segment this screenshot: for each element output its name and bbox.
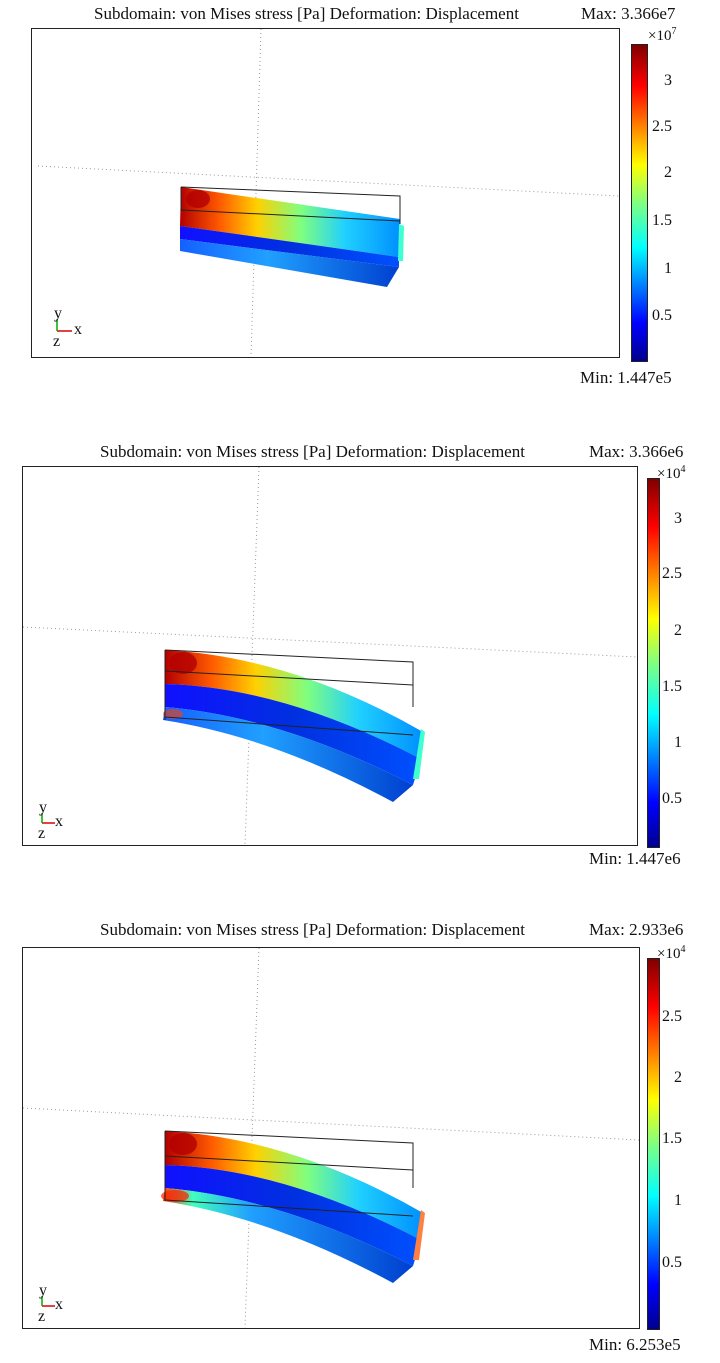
- axis-label-z: z: [53, 333, 61, 350]
- deformed-beam: [180, 187, 404, 287]
- min-value: Min: 6.253e5: [589, 1335, 681, 1354]
- undeformed-outline: [180, 186, 401, 224]
- colorbar-tick: 1: [674, 1192, 682, 1209]
- plot-area[interactable]: y x z: [31, 28, 620, 358]
- max-value: Max: 3.366e7: [581, 4, 676, 23]
- colorbar-tick: 2.5: [652, 118, 672, 135]
- beam-plot: [23, 467, 637, 845]
- beam-plot: [23, 948, 639, 1328]
- grid-line-horizontal: [37, 165, 619, 197]
- colorbar-tick: 0.5: [652, 307, 672, 324]
- axis-label-y: y: [39, 799, 47, 816]
- beam-plot: [37, 29, 619, 357]
- colorbar-tick: 2.5: [662, 1008, 682, 1025]
- colorbar-exponent: ×104: [657, 464, 686, 482]
- plot-area[interactable]: y x z: [22, 466, 638, 846]
- colorbar-exponent: ×104: [657, 944, 686, 962]
- colorbar: [631, 44, 648, 362]
- colorbar-tick: 1.5: [662, 678, 682, 695]
- colorbar-tick: 2: [674, 622, 682, 639]
- plot-title: Subdomain: von Mises stress [Pa] Deforma…: [94, 4, 519, 23]
- plot-panel-2: Subdomain: von Mises stress [Pa] Deforma…: [0, 440, 720, 880]
- colorbar-tick: 2.5: [662, 565, 682, 582]
- min-value: Min: 1.447e6: [589, 849, 681, 868]
- plot-title: Subdomain: von Mises stress [Pa] Deforma…: [100, 920, 525, 939]
- axis-triad: y x z: [37, 799, 77, 847]
- colorbar-tick: 1.5: [662, 1130, 682, 1147]
- colorbar: [647, 958, 660, 1330]
- grid-line-vertical: [250, 29, 262, 357]
- colorbar: [647, 478, 660, 848]
- axis-triad: y x z: [52, 305, 92, 351]
- axis-triad: y x z: [37, 1282, 77, 1330]
- plot-panel-3: Subdomain: von Mises stress [Pa] Deforma…: [0, 920, 720, 1363]
- min-value: Min: 1.447e5: [580, 368, 672, 387]
- colorbar-exponent: ×107: [648, 26, 677, 44]
- colorbar-tick: 0.5: [662, 790, 682, 807]
- plot-title: Subdomain: von Mises stress [Pa] Deforma…: [100, 442, 525, 461]
- colorbar-tick: 1.5: [652, 212, 672, 229]
- colorbar-tick: 3: [674, 510, 682, 527]
- axis-label-z: z: [38, 1308, 46, 1325]
- colorbar-tick: 2: [664, 164, 672, 181]
- colorbar-tick: 1: [674, 734, 682, 751]
- axis-label-z: z: [38, 825, 46, 842]
- axis-label-y: y: [39, 1282, 47, 1299]
- axis-label-x: x: [55, 1296, 63, 1313]
- colorbar-tick: 0.5: [662, 1254, 682, 1271]
- max-value: Max: 2.933e6: [589, 920, 684, 939]
- plot-area[interactable]: y x z: [22, 947, 640, 1329]
- axis-label-x: x: [55, 813, 63, 830]
- axis-label-y: y: [54, 305, 62, 322]
- axis-label-x: x: [74, 321, 82, 338]
- colorbar-tick: 2: [674, 1069, 682, 1086]
- colorbar-tick: 1: [664, 260, 672, 277]
- max-value: Max: 3.366e6: [589, 442, 684, 461]
- colorbar-tick: 3: [664, 72, 672, 89]
- plot-panel-1: Subdomain: von Mises stress [Pa] Deforma…: [0, 0, 720, 400]
